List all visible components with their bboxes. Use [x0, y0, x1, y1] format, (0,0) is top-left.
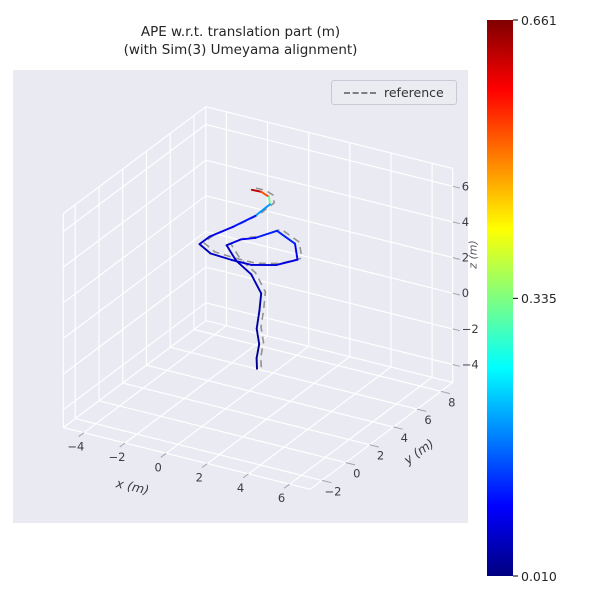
svg-text:4: 4 — [237, 481, 244, 495]
svg-text:8: 8 — [448, 395, 455, 409]
svg-text:−2: −2 — [325, 484, 342, 498]
colorbar-gradient — [487, 20, 513, 576]
svg-text:4: 4 — [401, 431, 408, 445]
chart-subtitle: (with Sim(3) Umeyama alignment) — [123, 42, 358, 58]
grid-lines — [62, 106, 454, 490]
ape-trajectory-line — [198, 188, 299, 370]
svg-text:2: 2 — [462, 251, 469, 265]
x-tick-labels: −4 −2 0 2 4 6 — [67, 440, 285, 506]
svg-text:4: 4 — [462, 215, 469, 229]
svg-text:0: 0 — [353, 467, 360, 481]
svg-text:6: 6 — [278, 491, 285, 505]
colorbar-max-label: 0.661 — [521, 13, 557, 28]
axes-background — [13, 70, 468, 523]
svg-text:−2: −2 — [109, 450, 126, 464]
svg-text:6: 6 — [424, 413, 431, 427]
chart-title: APE w.r.t. translation part (m) — [140, 24, 341, 40]
z-axis-label: z (m) — [466, 240, 480, 269]
svg-text:−2: −2 — [462, 322, 479, 336]
svg-text:−4: −4 — [462, 358, 479, 372]
svg-text:6: 6 — [462, 179, 469, 193]
y-tick-labels: −2 0 2 4 6 8 — [325, 395, 456, 498]
svg-text:2: 2 — [377, 449, 384, 463]
colorbar-mid-label: 0.335 — [521, 291, 557, 306]
svg-text:0: 0 — [462, 286, 469, 300]
legend-reference-label: reference — [384, 85, 444, 100]
svg-text:2: 2 — [196, 471, 203, 485]
svg-text:−4: −4 — [67, 440, 84, 454]
colorbar-ticks — [513, 19, 518, 577]
svg-text:0: 0 — [155, 460, 162, 474]
colorbar-min-label: 0.010 — [521, 569, 557, 584]
z-tick-labels: −4 −2 0 2 4 6 — [462, 179, 479, 371]
legend-box: reference — [331, 80, 457, 105]
axis-tick-marks — [78, 185, 461, 489]
reference-dashed-line-icon — [344, 91, 376, 94]
